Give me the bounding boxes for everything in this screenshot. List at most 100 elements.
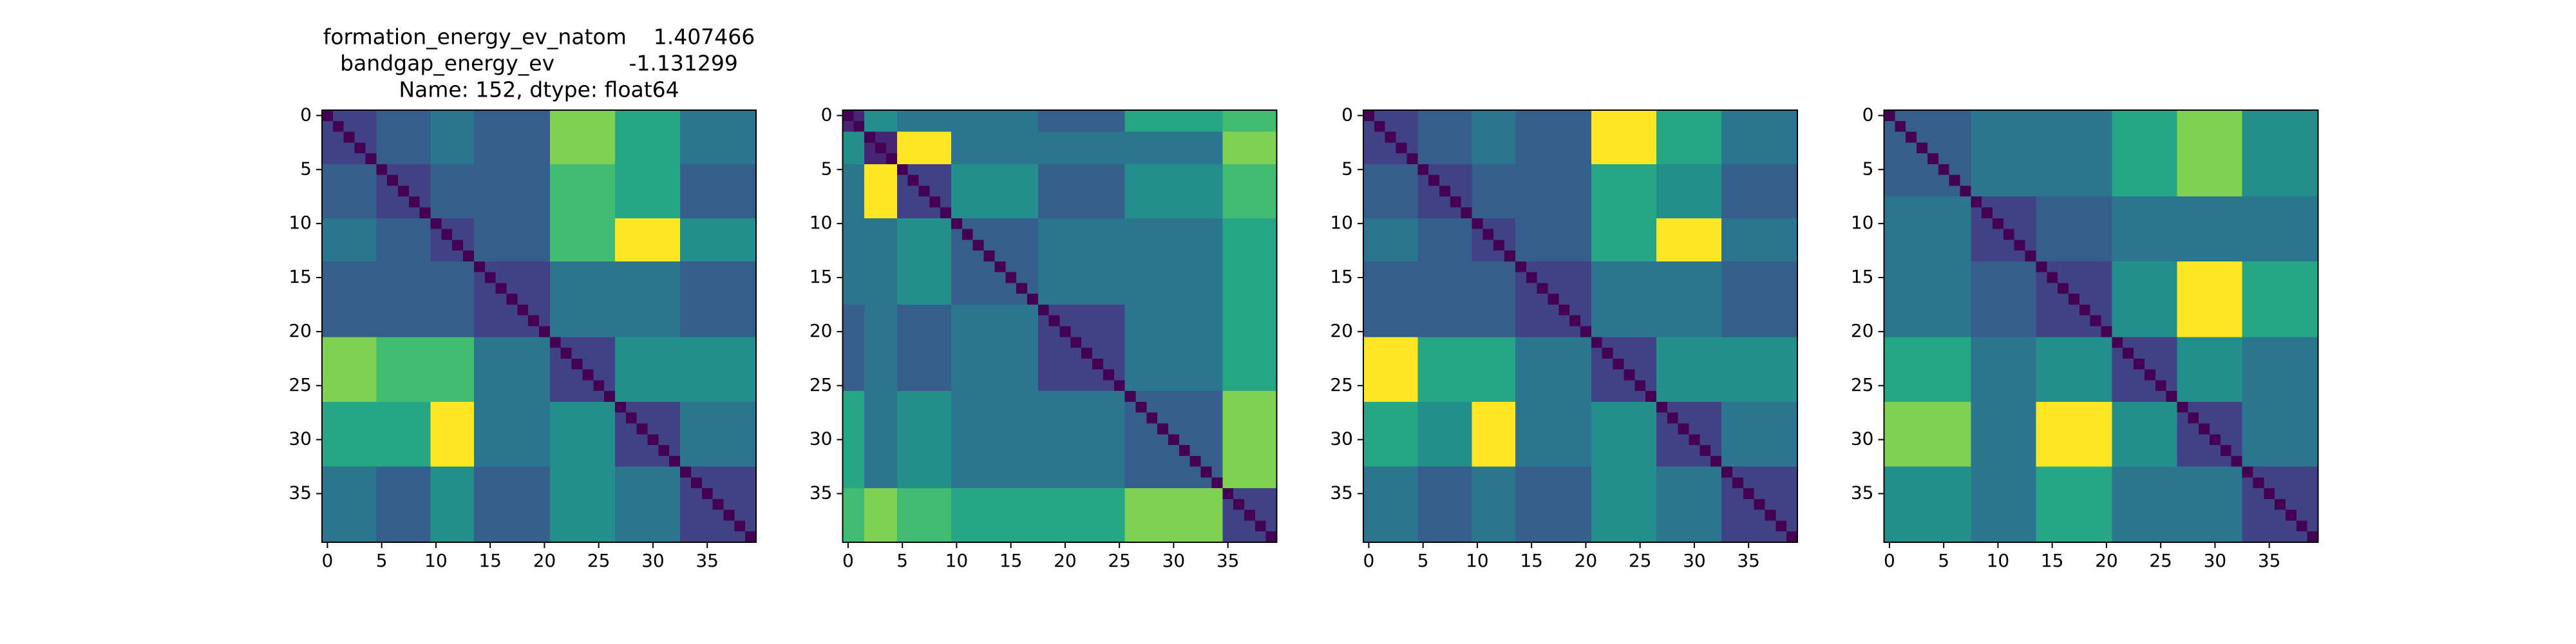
cell xyxy=(1732,380,1744,392)
cell xyxy=(1548,326,1559,337)
cell xyxy=(1472,531,1483,543)
cell xyxy=(1591,412,1603,424)
cell xyxy=(1113,229,1126,240)
cell xyxy=(571,272,583,283)
cell xyxy=(387,207,399,219)
cell xyxy=(1526,185,1538,197)
cell xyxy=(387,520,399,532)
cell xyxy=(1070,466,1082,478)
cell xyxy=(1732,391,1744,402)
cell xyxy=(1624,218,1635,230)
cell xyxy=(1526,120,1538,133)
cell xyxy=(1385,380,1397,392)
cell xyxy=(625,391,638,402)
cell xyxy=(1721,251,1733,262)
cell xyxy=(1255,185,1267,197)
cell xyxy=(853,380,865,392)
cell xyxy=(506,445,518,457)
cell xyxy=(1732,283,1744,294)
cell xyxy=(647,423,659,435)
cell xyxy=(701,304,714,316)
cell xyxy=(1678,358,1689,370)
cell xyxy=(1135,401,1147,413)
cell xyxy=(376,509,388,521)
cell xyxy=(1700,142,1711,154)
cell xyxy=(875,218,887,230)
cell xyxy=(365,120,377,133)
cell xyxy=(332,358,345,370)
cell xyxy=(1233,531,1245,543)
cell xyxy=(1613,466,1624,478)
cell xyxy=(614,434,627,446)
cell xyxy=(1526,218,1538,230)
cell xyxy=(1005,520,1017,532)
cell xyxy=(484,294,497,305)
cell xyxy=(1363,153,1375,165)
cell xyxy=(1548,380,1559,392)
cell xyxy=(1417,520,1429,532)
cell xyxy=(1710,509,1722,521)
cell xyxy=(864,509,876,521)
cell xyxy=(1189,423,1202,435)
cell xyxy=(1776,369,1787,381)
cell xyxy=(528,326,540,337)
cell xyxy=(1754,315,1765,327)
cell xyxy=(1656,337,1668,348)
cell xyxy=(1656,175,1668,186)
cell xyxy=(1070,380,1082,392)
cell xyxy=(1786,445,1798,457)
cell xyxy=(1754,369,1765,381)
cell xyxy=(745,423,757,435)
cell xyxy=(1189,477,1202,489)
cell xyxy=(582,445,594,457)
cell xyxy=(1482,326,1494,337)
cell xyxy=(560,218,573,230)
cell xyxy=(723,520,735,532)
cell xyxy=(1526,175,1538,186)
cell xyxy=(658,412,670,424)
cell xyxy=(1645,423,1657,435)
cell xyxy=(1482,509,1494,521)
cell xyxy=(1580,401,1592,413)
cell xyxy=(1081,315,1093,327)
cell xyxy=(560,412,573,424)
cell xyxy=(1179,207,1191,219)
cell xyxy=(875,261,887,273)
cell xyxy=(1406,488,1418,500)
cell xyxy=(365,142,377,154)
cell xyxy=(896,120,909,133)
cell xyxy=(1710,498,1722,511)
cell xyxy=(2090,120,2101,133)
cell xyxy=(1070,498,1082,511)
cell xyxy=(994,498,1006,511)
cell xyxy=(549,326,562,337)
cell xyxy=(1179,326,1191,337)
cell xyxy=(571,326,583,337)
cell xyxy=(1048,185,1060,197)
cell xyxy=(734,477,746,489)
cell xyxy=(983,120,995,133)
cell xyxy=(680,337,692,348)
cell xyxy=(1613,164,1624,176)
cell xyxy=(1374,175,1386,186)
cell xyxy=(853,185,865,197)
cell xyxy=(680,142,692,154)
cell xyxy=(1732,423,1744,435)
cell xyxy=(1754,304,1765,316)
cell xyxy=(2285,120,2297,133)
cell xyxy=(354,142,366,154)
cell xyxy=(1786,315,1798,327)
cell xyxy=(1428,348,1440,359)
y-tick-label: 0 xyxy=(821,104,833,125)
cell xyxy=(636,294,648,305)
cell xyxy=(994,315,1006,327)
cell xyxy=(332,326,345,337)
cell xyxy=(1385,531,1397,543)
cell xyxy=(2014,110,2026,122)
cell xyxy=(669,294,681,305)
cell xyxy=(951,175,963,186)
cell xyxy=(549,218,562,230)
cell xyxy=(1363,455,1375,468)
cell xyxy=(1157,240,1169,251)
cell xyxy=(1070,326,1082,337)
